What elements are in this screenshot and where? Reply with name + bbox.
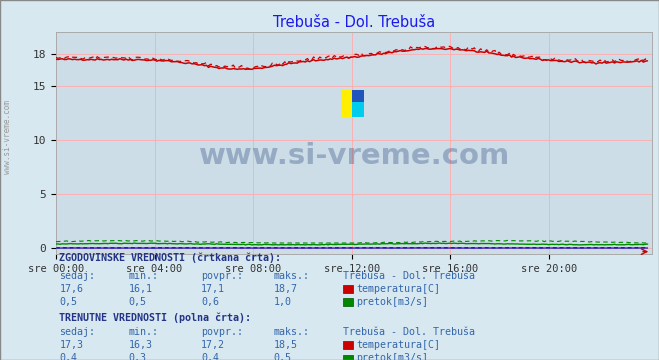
Text: 17,6: 17,6: [59, 284, 83, 294]
Text: TRENUTNE VREDNOSTI (polna črta):: TRENUTNE VREDNOSTI (polna črta):: [59, 312, 251, 323]
Text: 0,4: 0,4: [201, 354, 219, 360]
Text: Trebuša - Dol. Trebuša: Trebuša - Dol. Trebuša: [343, 271, 474, 281]
Bar: [353, 102, 364, 117]
Text: min.:: min.:: [129, 327, 159, 337]
Text: 0,5: 0,5: [273, 354, 291, 360]
Text: 0,5: 0,5: [129, 297, 146, 307]
Text: sedaj:: sedaj:: [59, 271, 96, 281]
Text: maks.:: maks.:: [273, 271, 310, 281]
Bar: [341, 90, 353, 117]
Text: 18,7: 18,7: [273, 284, 297, 294]
Text: sedaj:: sedaj:: [59, 327, 96, 337]
Text: 18,5: 18,5: [273, 340, 297, 350]
Text: 17,2: 17,2: [201, 340, 225, 350]
Text: pretok[m3/s]: pretok[m3/s]: [356, 354, 428, 360]
Text: 0,5: 0,5: [59, 297, 77, 307]
Title: Trebuša - Dol. Trebuša: Trebuša - Dol. Trebuša: [273, 15, 436, 30]
Text: 16,1: 16,1: [129, 284, 152, 294]
Text: 17,1: 17,1: [201, 284, 225, 294]
Text: temperatura[C]: temperatura[C]: [356, 340, 440, 350]
Text: 0,6: 0,6: [201, 297, 219, 307]
Text: Trebuša - Dol. Trebuša: Trebuša - Dol. Trebuša: [343, 327, 474, 337]
Text: povpr.:: povpr.:: [201, 327, 243, 337]
Text: pretok[m3/s]: pretok[m3/s]: [356, 297, 428, 307]
Bar: [353, 90, 364, 102]
Text: maks.:: maks.:: [273, 327, 310, 337]
Text: 16,3: 16,3: [129, 340, 152, 350]
Text: 0,4: 0,4: [59, 354, 77, 360]
Text: www.si-vreme.com: www.si-vreme.com: [198, 143, 510, 170]
Text: 1,0: 1,0: [273, 297, 291, 307]
Text: povpr.:: povpr.:: [201, 271, 243, 281]
Text: 0,3: 0,3: [129, 354, 146, 360]
Text: min.:: min.:: [129, 271, 159, 281]
Text: www.si-vreme.com: www.si-vreme.com: [3, 100, 13, 174]
Text: temperatura[C]: temperatura[C]: [356, 284, 440, 294]
Text: 17,3: 17,3: [59, 340, 83, 350]
Text: ZGODOVINSKE VREDNOSTI (črtkana črta):: ZGODOVINSKE VREDNOSTI (črtkana črta):: [59, 252, 281, 263]
